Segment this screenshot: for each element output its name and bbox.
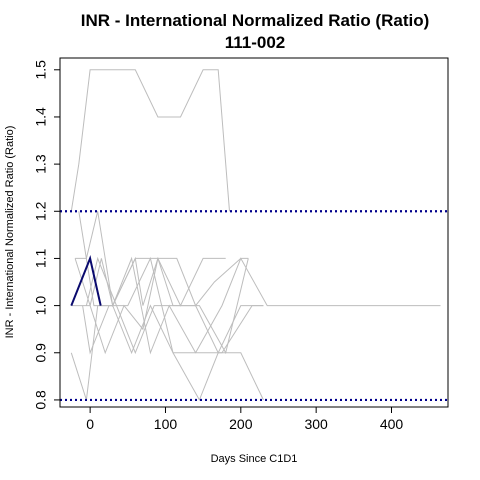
background-series-line-7 (78, 211, 264, 355)
plot-frame (59, 57, 449, 408)
x-tick-label: 100 (154, 416, 178, 432)
y-tick-label: 1.1 (33, 248, 49, 268)
x-tick-label: 400 (380, 416, 404, 432)
background-series-line-6 (74, 257, 249, 355)
background-series-line-1 (70, 69, 230, 212)
chart-title: INR - International Normalized Ratio (Ra… (81, 11, 430, 30)
y-tick-label: 1.4 (33, 107, 49, 127)
background-series-line-8 (85, 256, 249, 355)
y-axis-label: INR - International Normalized Ratio (Ra… (4, 126, 16, 339)
y-tick-label: 1.2 (33, 201, 49, 221)
y-axis: 0.8 0.9 1.0 1.1 1.2 1.3 1.4 1.5 (33, 60, 60, 410)
highlight-series-line (70, 255, 102, 306)
y-tick-label: 0.8 (33, 390, 49, 410)
x-axis-label: Days Since C1D1 (211, 453, 298, 465)
y-tick-label: 0.9 (33, 343, 49, 363)
x-axis: 0 100 200 300 400 (86, 406, 404, 432)
x-tick-label: 0 (86, 416, 94, 432)
y-tick-label: 1.5 (33, 60, 49, 80)
background-series-line-3 (71, 256, 264, 354)
x-tick-label: 200 (229, 416, 253, 432)
y-tick-label: 1.0 (33, 296, 49, 316)
chart-subtitle: 111-002 (225, 33, 286, 52)
background-series-line-4 (70, 304, 264, 402)
series-layer (70, 69, 441, 402)
x-tick-label: 300 (304, 416, 328, 432)
y-tick-label: 1.3 (33, 154, 49, 174)
highlight-series-layer (70, 255, 102, 306)
